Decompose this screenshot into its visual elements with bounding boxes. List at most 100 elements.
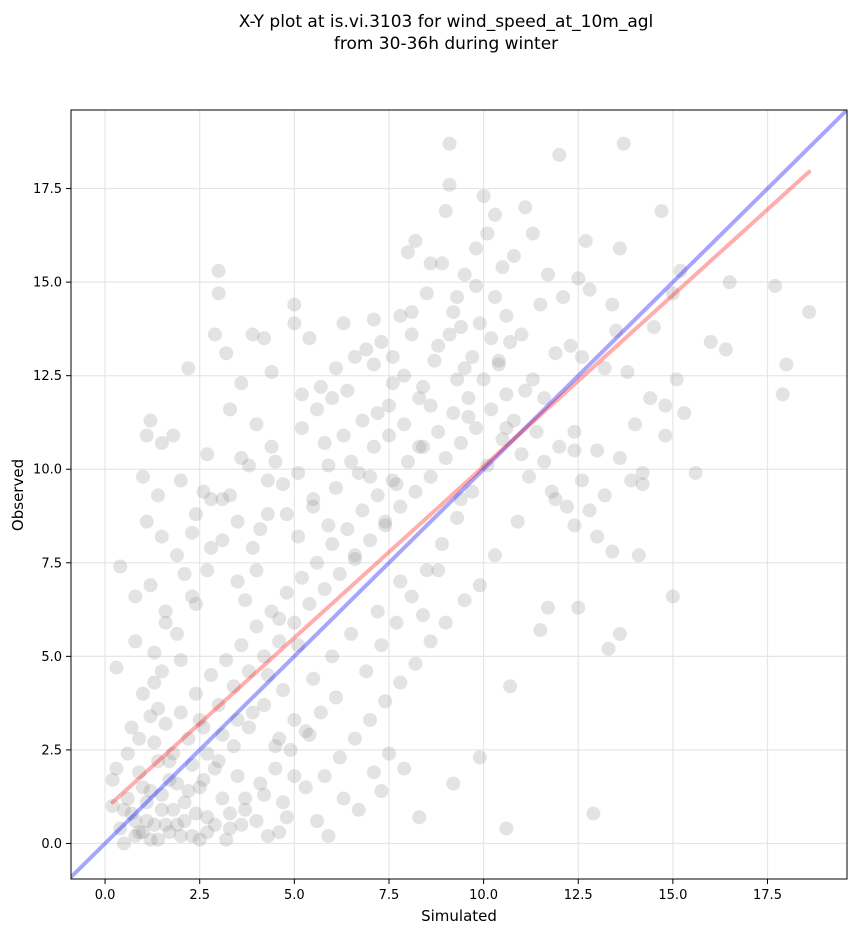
scatter-point	[374, 335, 389, 350]
scatter-point	[571, 271, 586, 286]
scatter-point	[275, 477, 290, 492]
scatter-point	[275, 795, 290, 810]
scatter-point	[279, 585, 294, 600]
scatter-point	[631, 548, 646, 563]
scatter-point	[321, 458, 336, 473]
scatter-point	[381, 398, 396, 413]
scatter-point	[336, 428, 351, 443]
scatter-point	[351, 802, 366, 817]
scatter-point	[116, 836, 131, 851]
scatter-point	[389, 615, 404, 630]
scatter-point	[249, 813, 264, 828]
scatter-point	[347, 552, 362, 567]
scatter-point	[196, 772, 211, 787]
scatter-point	[328, 690, 343, 705]
scatter-point	[397, 761, 412, 776]
scatter-point	[605, 297, 620, 312]
scatter-point	[215, 492, 230, 507]
scatter-point	[487, 290, 502, 305]
scatter-point	[419, 286, 434, 301]
scatter-point	[518, 383, 533, 398]
scatter-point	[393, 574, 408, 589]
scatter-point	[310, 555, 325, 570]
scatter-point	[669, 372, 684, 387]
scatter-point	[226, 679, 241, 694]
scatter-point	[347, 548, 362, 563]
scatter-point	[234, 451, 249, 466]
scatter-point	[328, 480, 343, 495]
scatter-point	[185, 525, 200, 540]
scatter-point	[533, 623, 548, 638]
scatter-point	[586, 806, 601, 821]
scatter-point	[522, 469, 537, 484]
scatter-point	[238, 593, 253, 608]
scatter-point	[135, 686, 150, 701]
scatter-point	[166, 802, 181, 817]
scatter-point	[211, 286, 226, 301]
scatter-point	[370, 604, 385, 619]
scatter-point	[499, 821, 514, 836]
scatter-point	[298, 780, 313, 795]
scatter-point	[393, 308, 408, 323]
scatter-point	[328, 361, 343, 376]
scatter-point	[245, 705, 260, 720]
scatter-point	[495, 260, 510, 275]
scatter-point	[423, 634, 438, 649]
scatter-point	[340, 383, 355, 398]
scatter-point	[325, 649, 340, 664]
plot-frame	[70, 109, 848, 880]
scatter-point	[465, 484, 480, 499]
scatter-point	[222, 402, 237, 417]
scatter-point	[552, 147, 567, 162]
chart-title-line2: from 30-36h during winter	[334, 34, 558, 54]
scatter-point	[347, 731, 362, 746]
scatter-point	[143, 784, 158, 799]
scatter-point	[370, 406, 385, 421]
scatter-point	[143, 413, 158, 428]
scatter-point	[404, 305, 419, 320]
scatter-point	[491, 353, 506, 368]
scatter-point	[211, 697, 226, 712]
scatter-point	[624, 473, 639, 488]
scatter-point	[177, 567, 192, 582]
scatter-point	[317, 769, 332, 784]
scatter-point	[272, 825, 287, 840]
scatter-point	[461, 409, 476, 424]
scatter-point	[325, 537, 340, 552]
scatter-point	[120, 746, 135, 761]
scatter-point	[219, 832, 234, 847]
scatter-point	[582, 503, 597, 518]
scatter-point	[609, 323, 624, 338]
scatter-point	[412, 439, 427, 454]
scatter-point	[605, 544, 620, 559]
scatter-point	[287, 615, 302, 630]
scatter-point	[238, 791, 253, 806]
scatter-point	[374, 784, 389, 799]
scatter-point	[132, 765, 147, 780]
scatter-point	[313, 705, 328, 720]
scatter-point	[438, 451, 453, 466]
scatter-point	[385, 349, 400, 364]
scatter-point	[408, 484, 423, 499]
scatter-point	[601, 641, 616, 656]
y-tick-label: 15.0	[33, 276, 62, 291]
scatter-point	[442, 136, 457, 151]
scatter-point	[582, 282, 597, 297]
scatter-point	[540, 600, 555, 615]
scatter-point	[722, 275, 737, 290]
scatter-point	[340, 522, 355, 537]
scatter-point	[567, 518, 582, 533]
y-tick-label: 10.0	[33, 463, 62, 478]
scatter-point	[211, 754, 226, 769]
scatter-point	[590, 529, 605, 544]
scatter-point	[154, 529, 169, 544]
scatter-point	[332, 750, 347, 765]
scatter-point	[215, 727, 230, 742]
scatter-point	[302, 727, 317, 742]
scatter-point	[412, 391, 427, 406]
scatter-point	[279, 507, 294, 522]
scatter-point	[525, 372, 540, 387]
scatter-point	[446, 776, 461, 791]
scatter-point	[344, 626, 359, 641]
scatter-point	[306, 492, 321, 507]
